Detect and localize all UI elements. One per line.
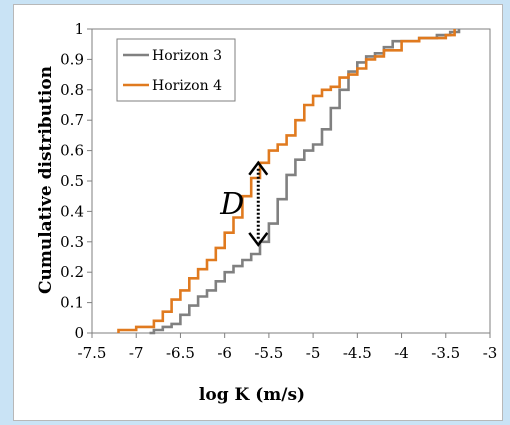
y-tick-label: 0.4 [60,202,84,220]
series-lines [117,29,461,335]
y-tick-label: 1 [74,20,84,38]
legend-label-horizon-4: Horizon 4 [152,78,222,94]
y-tick-label: 0.3 [60,233,84,251]
y-tick-label: 0.5 [60,172,84,190]
legend-box [116,38,236,102]
y-axis-title: Cumulative distribution [36,66,56,294]
d-annotation: D [219,160,269,247]
y-tick-label: 0.6 [60,142,84,160]
y-tick-label: 0.7 [60,111,84,129]
y-tick-label: 0.9 [60,50,84,68]
x-tick-label: -7.5 [78,344,107,362]
chart-figure: -7.5 -7 -6.5 -6 -5.5 -5 -4.5 -4 -3.5 -3 0 0.1 0.2 0.… [13,4,503,421]
x-tick-label: -7 [129,344,144,362]
horizon-4-line [117,29,456,333]
x-tick-label: -3.5 [431,344,460,362]
d-arrow-down [248,232,269,247]
cdf-chart: -7.5 -7 -6.5 -6 -5.5 -5 -4.5 -4 -3.5 -3 0 0.1 0.2 0.… [36,20,498,405]
legend-label-horizon-3: Horizon 3 [152,48,222,64]
x-tick-label: -3 [483,344,498,362]
d-arrow-up [248,160,269,176]
y-tick-label: 0 [74,324,84,342]
y-tick-label: 0.1 [60,294,84,312]
horizon-3-line [149,29,461,335]
x-tick-label: -5 [306,344,321,362]
legend: Horizon 3 Horizon 4 [116,38,236,102]
y-tick-label: 0.2 [60,263,84,281]
y-axis-ticks: 0 0.1 0.2 0.3 0.4 0.5 0.6 0.7 0.8 0.9 1 [60,20,92,342]
x-tick-label: -5.5 [254,344,283,362]
x-tick-label: -6 [217,344,232,362]
d-label: D [219,187,244,222]
x-tick-label: -6.5 [166,344,195,362]
x-axis-title: log K (m/s) [199,385,305,405]
x-axis-ticks: -7.5 -7 -6.5 -6 -5.5 -5 -4.5 -4 -3.5 -3 [78,333,498,362]
y-tick-label: 0.8 [60,81,84,99]
x-tick-label: -4 [394,344,409,362]
x-tick-label: -4.5 [343,344,372,362]
